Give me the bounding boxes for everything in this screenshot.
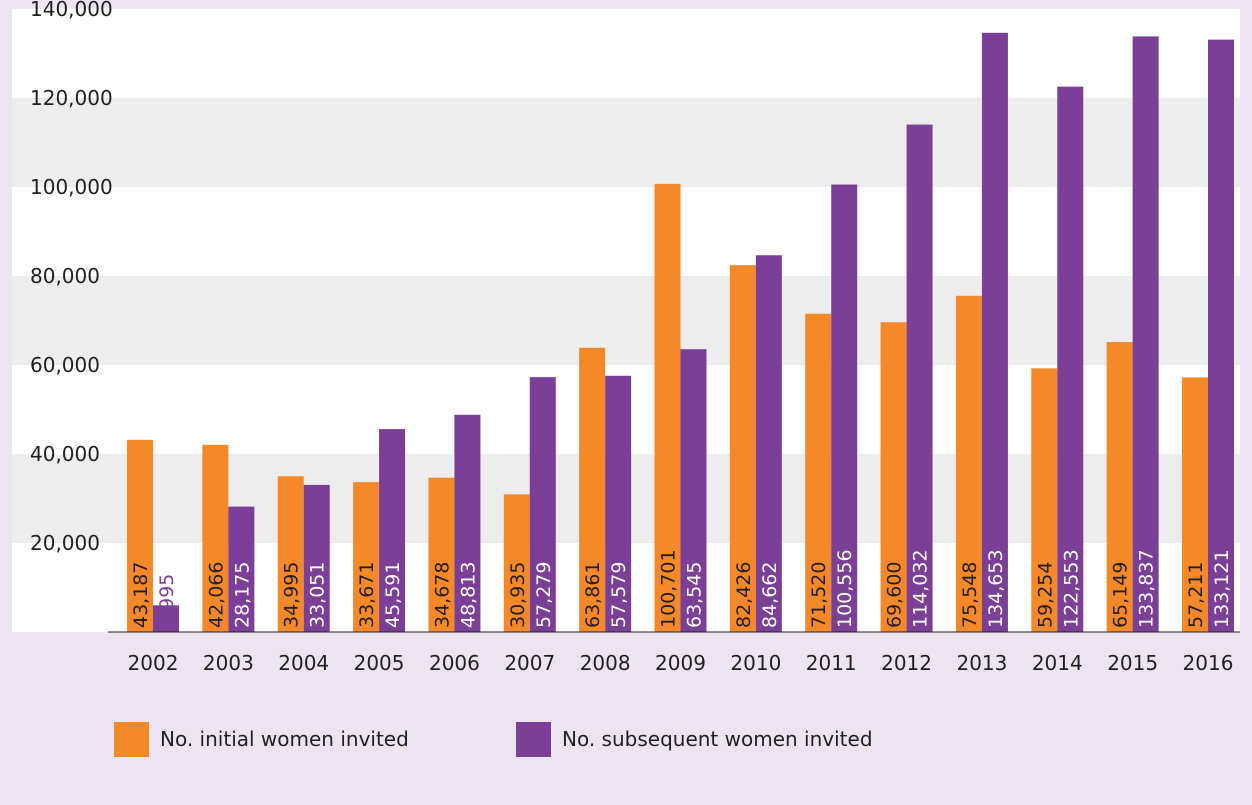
bar-subsequent — [831, 184, 858, 632]
x-tick-label: 2002 — [128, 651, 179, 675]
bar-initial — [1031, 368, 1058, 632]
grid-band — [12, 98, 1240, 187]
data-label-initial: 65,149 — [1110, 562, 1132, 628]
y-tick-label: 140,000 — [30, 0, 113, 21]
bar-initial — [880, 322, 907, 632]
bar-subsequent — [303, 484, 330, 632]
bar-initial — [955, 295, 982, 632]
bar-subsequent — [379, 429, 406, 632]
data-label-initial: 30,935 — [507, 562, 529, 628]
bar-initial — [277, 476, 304, 632]
data-label-subsequent: 33,051 — [307, 562, 329, 628]
bar-subsequent — [454, 414, 481, 632]
data-label-subsequent: 48,813 — [457, 562, 479, 628]
x-tick-label: 2013 — [956, 651, 1007, 675]
data-label-initial: 43,187 — [130, 562, 152, 628]
x-tick-label: 2005 — [354, 651, 405, 675]
data-label-subsequent: 114,032 — [910, 549, 932, 628]
data-label-subsequent: 134,653 — [985, 549, 1007, 628]
data-label-subsequent: 57,279 — [533, 562, 555, 628]
legend-swatch — [114, 722, 149, 757]
bar-initial — [1106, 342, 1133, 632]
bar-initial — [202, 444, 229, 632]
bar-initial — [579, 347, 606, 632]
data-label-initial: 82,426 — [733, 562, 755, 628]
bar-initial — [729, 265, 756, 632]
data-label-subsequent: 45,591 — [382, 562, 404, 628]
data-label-initial: 34,995 — [281, 562, 303, 628]
bar-initial — [127, 439, 153, 632]
grid-band — [12, 276, 1240, 365]
data-label-initial: 59,254 — [1034, 562, 1056, 628]
bar-subsequent — [153, 605, 179, 632]
data-label-initial: 42,066 — [205, 562, 227, 628]
data-label-initial: 100,701 — [658, 549, 680, 628]
data-label-initial: 75,548 — [959, 562, 981, 628]
x-tick-label: 2008 — [580, 651, 631, 675]
legend-label: No. subsequent women invited — [562, 727, 873, 751]
y-tick-label: 120,000 — [30, 86, 113, 110]
x-tick-label: 2015 — [1107, 651, 1158, 675]
x-tick-label: 2004 — [278, 651, 329, 675]
data-label-subsequent: 63,545 — [684, 562, 706, 628]
x-tick-label: 2016 — [1183, 651, 1234, 675]
y-tick-label: 40,000 — [30, 442, 100, 466]
x-tick-label: 2010 — [730, 651, 781, 675]
x-tick-label: 2006 — [429, 651, 480, 675]
bar-initial — [805, 313, 832, 632]
x-tick-label: 2007 — [504, 651, 555, 675]
bar-subsequent — [1132, 36, 1159, 632]
data-label-initial: 34,678 — [431, 562, 453, 628]
bar-subsequent — [981, 32, 1008, 633]
bar-subsequent — [605, 375, 632, 632]
y-tick-label: 100,000 — [30, 175, 113, 199]
data-label-subsequent: 133,837 — [1136, 549, 1158, 628]
bar-subsequent — [755, 255, 782, 633]
bar-subsequent — [1208, 39, 1234, 632]
x-tick-label: 2009 — [655, 651, 706, 675]
x-tick-label: 2014 — [1032, 651, 1083, 675]
legend-label: No. initial women invited — [160, 727, 409, 751]
y-tick-label: 20,000 — [30, 531, 100, 555]
bar-subsequent — [680, 349, 707, 632]
data-label-initial: 71,520 — [808, 562, 830, 628]
grid-band — [12, 8, 1240, 9]
data-label-subsequent: 57,579 — [608, 562, 630, 628]
data-label-subsequent: 133,121 — [1211, 549, 1233, 628]
bar-subsequent — [1057, 86, 1084, 632]
data-label-initial: 63,861 — [582, 562, 604, 628]
data-label-initial: 33,671 — [356, 562, 378, 628]
data-label-initial: 69,600 — [884, 562, 906, 628]
data-label-subsequent: 5,995 — [156, 574, 178, 628]
y-tick-label: 80,000 — [30, 264, 100, 288]
data-label-subsequent: 100,556 — [834, 549, 856, 628]
bar-initial — [503, 494, 530, 632]
legend-swatch — [516, 722, 551, 757]
bar-initial — [1182, 377, 1208, 632]
bar-subsequent — [906, 124, 933, 632]
x-tick-label: 2012 — [881, 651, 932, 675]
data-label-initial: 57,211 — [1185, 562, 1207, 628]
x-tick-label: 2003 — [203, 651, 254, 675]
y-tick-label: 60,000 — [30, 353, 100, 377]
data-label-subsequent: 28,175 — [231, 562, 253, 628]
x-tick-label: 2011 — [806, 651, 857, 675]
data-label-subsequent: 84,662 — [759, 562, 781, 628]
bar-subsequent — [228, 506, 255, 632]
bar-initial — [654, 183, 681, 632]
bar-initial — [428, 477, 455, 632]
data-label-subsequent: 122,553 — [1060, 549, 1082, 628]
bar-initial — [353, 482, 380, 632]
bar-subsequent — [529, 377, 556, 632]
